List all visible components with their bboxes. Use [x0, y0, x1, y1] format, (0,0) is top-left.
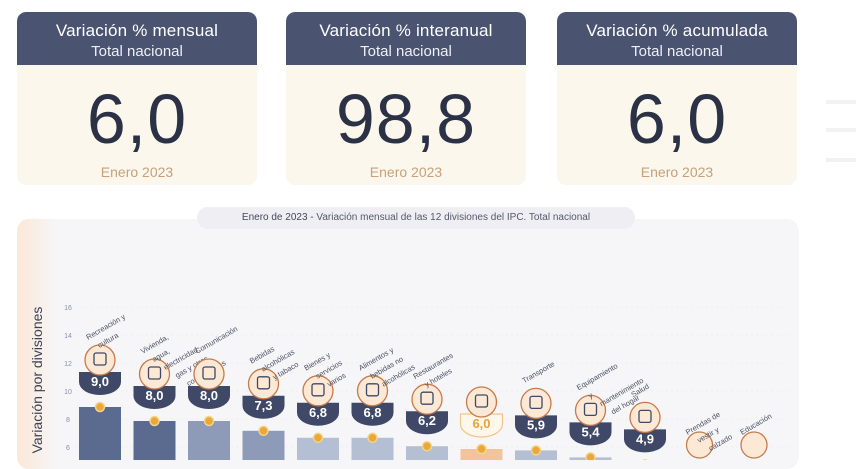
category-label: Transporte: [521, 359, 557, 385]
division-icon: [467, 387, 497, 417]
y-tick-label: 10: [64, 389, 72, 396]
bar-top-dot: [368, 433, 377, 442]
category-label: Equipamiento: [575, 361, 619, 392]
value-label: 6,0: [472, 416, 490, 431]
value-label: 9,0: [91, 374, 109, 389]
division-icon: [741, 432, 767, 458]
value-label: 6,8: [309, 405, 327, 420]
value-label: 5,4: [581, 424, 600, 439]
division-icon: [630, 402, 660, 432]
value-label: 6,2: [418, 413, 436, 428]
bar-top-dot: [150, 417, 159, 426]
value-label: 4,9: [636, 431, 654, 446]
bar-top-dot: [314, 433, 323, 442]
bar: [134, 421, 176, 460]
bar-top-dot: [96, 403, 105, 412]
bar-top-dot: [586, 453, 595, 460]
value-label: 7,3: [254, 398, 272, 413]
bar-top-dot: [259, 426, 268, 435]
value-label: 8,0: [145, 388, 163, 403]
bar-top-dot: [532, 446, 541, 455]
y-tick-label: 14: [64, 333, 72, 340]
bar-top-dot: [477, 445, 486, 454]
division-icon: [521, 388, 551, 418]
bar: [188, 421, 230, 460]
y-tick-label: 8: [66, 417, 70, 424]
category-label: Comunicación: [194, 324, 240, 356]
bar-top-dot: [205, 417, 214, 426]
bar-top-dot: [423, 442, 432, 451]
value-label: 6,8: [363, 405, 381, 420]
value-label: 5,9: [527, 417, 545, 432]
y-tick-label: 16: [64, 305, 72, 312]
division-icon: [194, 359, 224, 389]
y-tick-label: 6: [66, 445, 70, 452]
value-label: 8,0: [200, 388, 218, 403]
bar: [79, 407, 121, 460]
y-tick-label: 12: [64, 361, 72, 368]
